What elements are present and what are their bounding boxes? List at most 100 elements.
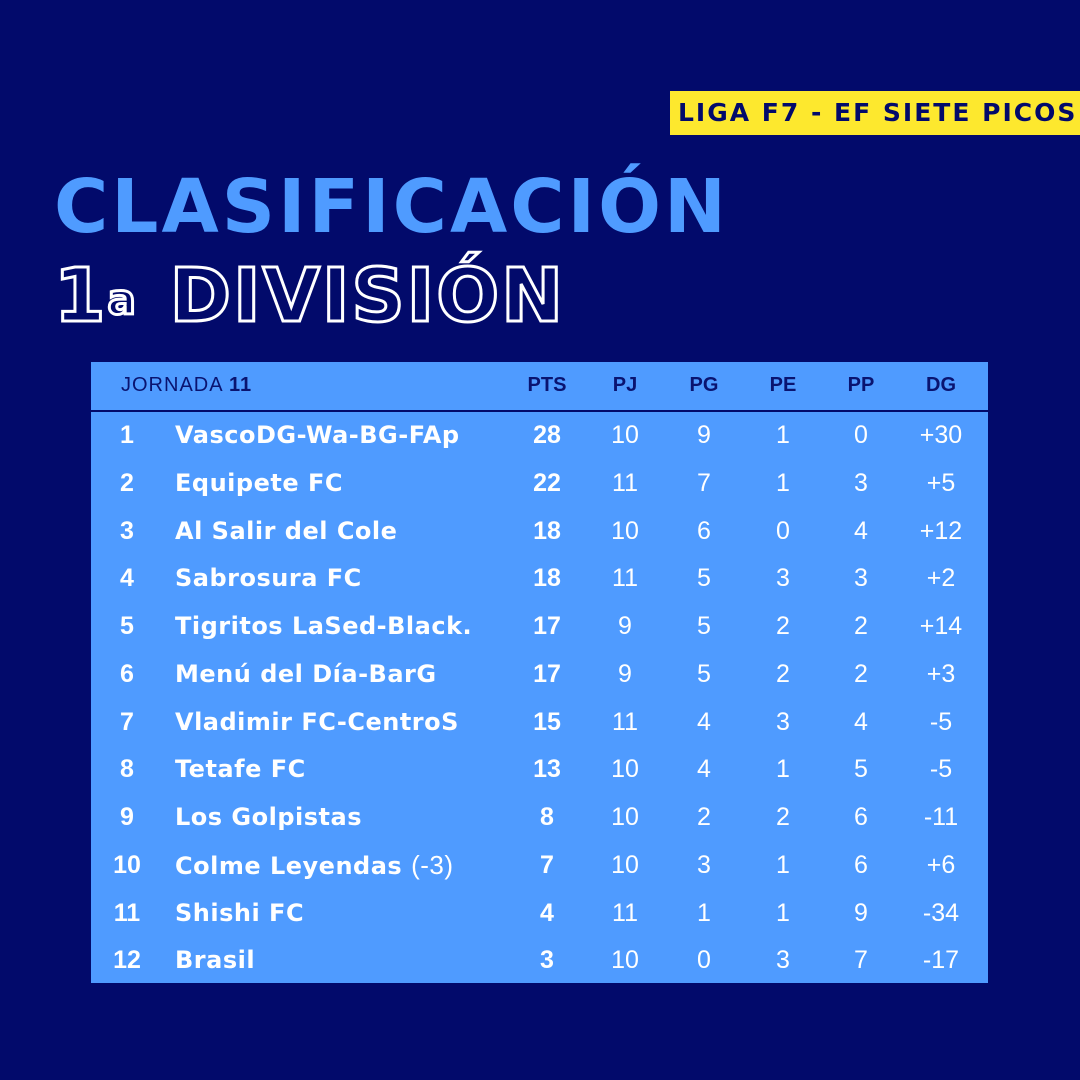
points: 17 [533, 612, 561, 640]
lost: 4 [854, 707, 868, 736]
team-name: Menú del Día-BarG [175, 651, 437, 699]
lost: 2 [854, 612, 868, 640]
header-pts: PTS [527, 374, 567, 396]
table-row: 7 Vladimir FC-CentroS 15 11 4 3 4 -5 [91, 699, 988, 747]
table-row: 8 Tetafe FC 13 10 4 1 5 -5 [91, 746, 988, 794]
drawn: 0 [776, 516, 790, 545]
won: 5 [697, 659, 711, 688]
drawn: 3 [776, 564, 790, 593]
points: 22 [533, 468, 561, 497]
table-row: 3 Al Salir del Cole 18 10 6 0 4 +12 [91, 508, 988, 556]
position: 10 [113, 850, 141, 879]
goal-difference: +30 [919, 421, 963, 449]
goal-difference: -11 [923, 803, 959, 831]
position: 11 [113, 898, 141, 927]
lost: 0 [854, 421, 868, 449]
team-name: Tetafe FC [175, 746, 306, 794]
table-row: 11 Shishi FC 4 11 1 1 9 -34 [91, 890, 988, 938]
standings-table: JORNADA 11 PTS PJ PG PE PP DG 1 VascoDG-W… [91, 362, 988, 983]
lost: 6 [854, 850, 868, 879]
won: 5 [697, 564, 711, 593]
team-name: Colme Leyendas (-3) [175, 842, 454, 891]
played: 9 [618, 659, 632, 688]
drawn: 2 [776, 659, 790, 688]
jornada-text: JORNADA [121, 374, 223, 396]
team-name-text: VascoDG-Wa-BG-FAp [175, 421, 460, 449]
won: 0 [697, 946, 711, 975]
team-name-text: Colme Leyendas [175, 851, 403, 880]
league-badge: LIGA F7 - EF SIETE PICOS [670, 91, 1080, 135]
lost: 7 [854, 946, 868, 975]
position: 4 [120, 564, 134, 593]
team-name: Tigritos LaSed-Black. [175, 603, 472, 651]
points: 18 [533, 516, 561, 545]
position: 7 [120, 707, 134, 736]
goal-difference: +14 [919, 612, 963, 640]
table-row: 12 Brasil 3 10 0 3 7 -17 [91, 937, 988, 985]
goal-difference: -5 [929, 755, 953, 784]
won: 4 [697, 755, 711, 784]
points: 13 [533, 755, 561, 784]
team-name-text: Tigritos LaSed-Black. [175, 612, 473, 640]
goal-difference: +12 [919, 516, 963, 545]
goal-difference: +3 [926, 659, 956, 688]
team-name-text: Vladimir FC-CentroS [175, 707, 459, 736]
drawn: 2 [776, 803, 790, 831]
team-name-text: Brasil [175, 946, 256, 975]
drawn: 1 [776, 850, 790, 879]
points: 28 [533, 421, 561, 449]
points: 4 [540, 898, 554, 927]
division-ordinal: 1 [53, 253, 108, 339]
position: 12 [113, 946, 141, 975]
goal-difference: +5 [926, 468, 956, 497]
points: 3 [540, 946, 554, 975]
team-name-text: Los Golpistas [175, 803, 362, 831]
header-pj: PJ [612, 374, 638, 396]
goal-difference: -17 [922, 946, 960, 975]
points: 18 [533, 564, 561, 593]
team-name: Vladimir FC-CentroS [175, 699, 459, 747]
team-name-text: Sabrosura FC [175, 564, 362, 593]
won: 5 [697, 612, 711, 640]
table-row: 6 Menú del Día-BarG 17 9 5 2 2 +3 [91, 651, 988, 699]
header-pg: PG [689, 374, 719, 396]
team-name: Brasil [175, 937, 255, 985]
won: 6 [697, 516, 711, 545]
table-row: 9 Los Golpistas 8 10 2 2 6 -11 [91, 794, 988, 842]
table-row: 1 VascoDG-Wa-BG-FAp 28 10 9 1 0 +30 [91, 412, 988, 460]
standings-rows: 1 VascoDG-Wa-BG-FAp 28 10 9 1 0 +30 2 Equipete F… [91, 412, 988, 985]
goal-difference: +6 [926, 850, 956, 879]
position: 2 [120, 468, 134, 497]
division-subtitle: 1a DIVISIÓN [53, 253, 566, 339]
played: 10 [611, 516, 639, 545]
played: 11 [612, 564, 638, 593]
won: 1 [697, 898, 711, 927]
played: 10 [611, 421, 639, 449]
team-name: Shishi FC [175, 890, 304, 938]
header-pp: PP [847, 374, 875, 396]
lost: 6 [854, 803, 868, 831]
played: 11 [612, 898, 638, 927]
played: 10 [611, 850, 639, 879]
won: 4 [697, 707, 711, 736]
position: 1 [120, 421, 134, 449]
team-name: VascoDG-Wa-BG-FAp [175, 412, 460, 460]
team-name-text: Equipete FC [175, 468, 343, 497]
position: 3 [120, 516, 134, 545]
header-pe: PE [769, 374, 797, 396]
team-name-text: Al Salir del Cole [175, 516, 398, 545]
division-label: DIVISIÓN [168, 253, 566, 339]
jornada-label: JORNADA 11 [121, 362, 252, 408]
header-dg: DG [926, 374, 956, 396]
won: 7 [697, 468, 711, 497]
played: 10 [611, 803, 639, 831]
points: 17 [533, 659, 561, 688]
team-name: Equipete FC [175, 460, 343, 508]
played: 9 [618, 612, 632, 640]
table-row: 2 Equipete FC 22 11 7 1 3 +5 [91, 460, 988, 508]
drawn: 1 [776, 755, 790, 784]
won: 3 [697, 850, 711, 879]
position: 9 [120, 803, 134, 831]
division-ordinal-suffix: a [106, 274, 138, 326]
table-row: 5 Tigritos LaSed-Black. 17 9 5 2 2 +14 [91, 603, 988, 651]
